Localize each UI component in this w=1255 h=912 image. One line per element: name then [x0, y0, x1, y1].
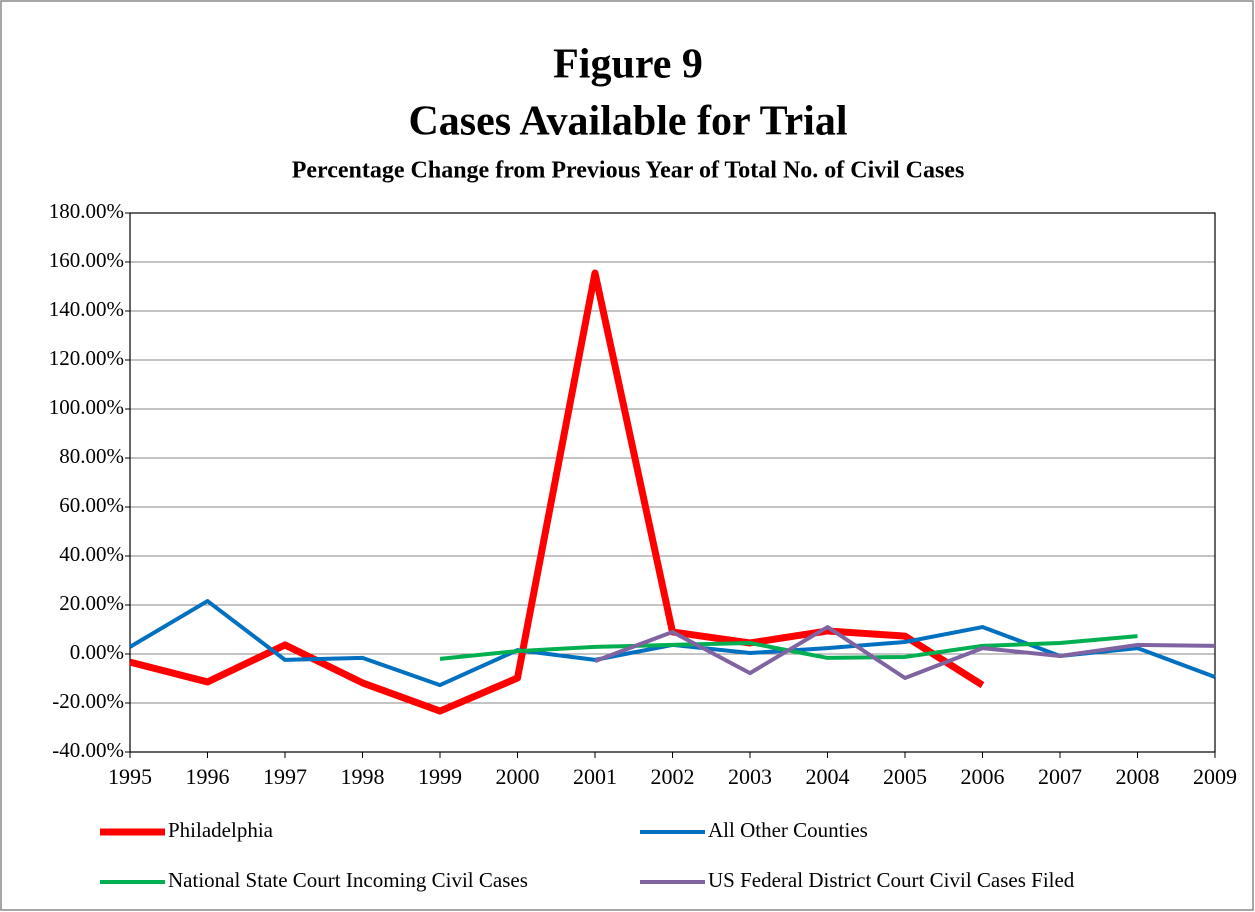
y-tick-label: 20.00%	[59, 591, 124, 615]
y-tick-label: 40.00%	[59, 542, 124, 566]
y-tick-label: -40.00%	[52, 738, 124, 762]
y-tick-label: 120.00%	[49, 346, 124, 370]
y-tick-label: 0.00%	[70, 640, 124, 664]
chart-subtitle: Percentage Change from Previous Year of …	[292, 158, 965, 184]
x-tick-label: 1998	[341, 764, 385, 789]
y-tick-label: 100.00%	[49, 395, 124, 419]
x-tick-label: 2005	[883, 764, 927, 789]
legend-label: Philadelphia	[168, 818, 274, 842]
chart-title: Figure 9	[553, 42, 703, 88]
x-tick-label: 1995	[108, 764, 152, 789]
x-tick-label: 2002	[651, 764, 695, 789]
legend-label: US Federal District Court Civil Cases Fi…	[708, 868, 1075, 892]
x-tick-label: 2008	[1116, 764, 1160, 789]
x-tick-label: 2004	[806, 764, 850, 789]
x-tick-label: 1997	[263, 764, 307, 789]
y-tick-label: 140.00%	[49, 297, 124, 321]
y-tick-label: 80.00%	[59, 444, 124, 468]
y-tick-label: 160.00%	[49, 248, 124, 272]
x-tick-label: 2006	[961, 764, 1005, 789]
x-tick-label: 2009	[1193, 764, 1237, 789]
x-tick-label: 2003	[728, 764, 772, 789]
y-tick-label: -20.00%	[52, 689, 124, 713]
y-tick-label: 60.00%	[59, 493, 124, 517]
series-line	[594, 625, 1216, 681]
x-tick-label: 1996	[186, 764, 230, 789]
legend-label: All Other Counties	[708, 818, 868, 842]
x-tick-label: 1999	[418, 764, 462, 789]
x-tick-label: 2001	[573, 764, 617, 789]
x-tick-label: 2007	[1038, 764, 1082, 789]
y-tick-label: 180.00%	[49, 199, 124, 223]
chart-title: Cases Available for Trial	[408, 99, 847, 145]
x-tick-label: 2000	[496, 764, 540, 789]
legend-label: National State Court Incoming Civil Case…	[168, 868, 528, 892]
